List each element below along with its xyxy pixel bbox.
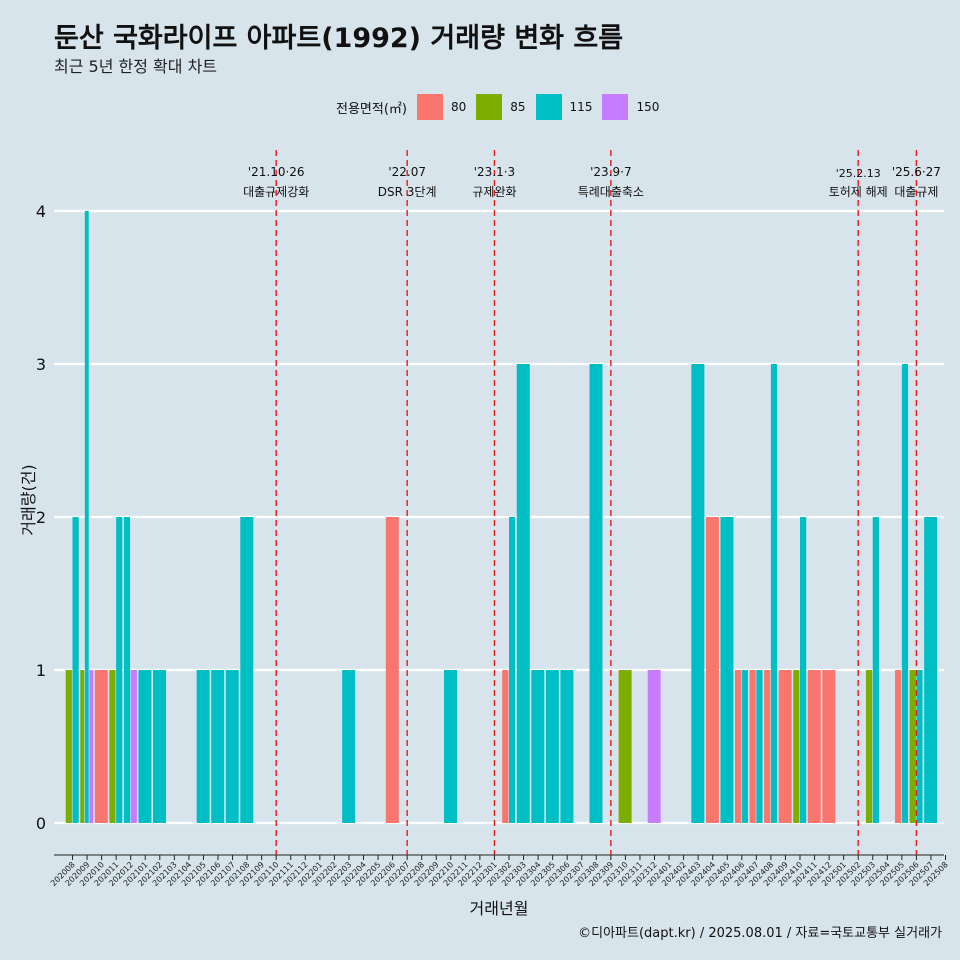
bar-202106-115 bbox=[211, 670, 225, 823]
legend-label-115: 115 bbox=[569, 100, 593, 114]
bar-202505-80 bbox=[895, 670, 902, 823]
legend-item-80: 80 bbox=[416, 94, 467, 120]
legend-label-80: 80 bbox=[450, 100, 467, 114]
bar-202310-85 bbox=[618, 670, 632, 823]
bar-202008-115 bbox=[72, 517, 79, 823]
bar-202408-115 bbox=[770, 364, 778, 823]
bar-202412-80 bbox=[822, 670, 836, 823]
bar-202405-115 bbox=[720, 517, 734, 823]
legend-swatch-115 bbox=[535, 94, 562, 120]
bar-202410-115 bbox=[800, 517, 807, 823]
bar-202406-115 bbox=[741, 670, 748, 823]
event-name-label: 규제완화 bbox=[472, 185, 516, 199]
bar-202010-80 bbox=[94, 670, 108, 823]
bar-202407-80 bbox=[749, 670, 756, 823]
y-tick-label: 1 bbox=[36, 661, 46, 680]
bar-202308-115 bbox=[589, 364, 603, 823]
bar-202505-115 bbox=[901, 364, 909, 823]
bar-202009-85 bbox=[80, 670, 85, 823]
bar-202009-115 bbox=[84, 211, 89, 823]
bar-202206-80 bbox=[385, 517, 399, 823]
y-axis-title: 거래량(건) bbox=[19, 464, 38, 535]
bar-202406-80 bbox=[735, 670, 742, 823]
event-date-label: '25.6·27 bbox=[892, 165, 941, 179]
bar-202403-115 bbox=[691, 364, 705, 823]
bar-202302-80 bbox=[502, 670, 509, 823]
legend-swatch-150 bbox=[602, 94, 629, 120]
bar-202302-115 bbox=[509, 517, 516, 823]
bar-202304-115 bbox=[531, 670, 545, 823]
event-name-label: 토허제 해제 bbox=[829, 185, 888, 199]
event-name-label: 특례대출축소 bbox=[578, 185, 644, 199]
chart-subtitle: 최근 5년 한정 확대 차트 bbox=[54, 57, 218, 76]
bar-202011-85 bbox=[109, 670, 116, 823]
bar-202101-115 bbox=[138, 670, 152, 823]
event-name-label: DSR 3단계 bbox=[378, 185, 437, 199]
y-tick-label: 4 bbox=[36, 202, 46, 221]
bar-202306-115 bbox=[560, 670, 574, 823]
event-date-label: '25.2.13 bbox=[836, 167, 881, 180]
legend-item-150: 150 bbox=[602, 94, 659, 120]
bar-202105-115 bbox=[196, 670, 210, 823]
bar-202506-85 bbox=[909, 670, 916, 823]
bar-202410-85 bbox=[793, 670, 800, 823]
bar-202108-115 bbox=[240, 517, 254, 823]
legend-item-85: 85 bbox=[476, 94, 526, 120]
legend: 전용면적(㎡) 80 85 115 150 bbox=[336, 93, 669, 121]
event-date-label: '22.07 bbox=[388, 165, 426, 179]
chart-title: 둔산 국화라이프 아파트(1992) 거래량 변화 흐름 bbox=[54, 23, 624, 54]
bar-202303-115 bbox=[516, 364, 530, 823]
bar-202203-115 bbox=[342, 670, 356, 823]
legend-label-85: 85 bbox=[510, 100, 526, 114]
legend-swatch-80 bbox=[416, 94, 443, 120]
event-date-label: '21.10·26 bbox=[248, 165, 305, 179]
legend-label-150: 150 bbox=[636, 100, 660, 114]
y-tick-label: 0 bbox=[36, 814, 46, 833]
bar-202503-115 bbox=[872, 517, 879, 823]
bar-202008-85 bbox=[65, 670, 72, 823]
event-name-label: 대출규제 bbox=[894, 185, 938, 199]
bar-202107-115 bbox=[225, 670, 239, 823]
bar-202011-115 bbox=[116, 517, 123, 823]
bar-202210-115 bbox=[444, 670, 457, 823]
bar-202102-115 bbox=[153, 670, 166, 823]
bar-202407-115 bbox=[756, 670, 763, 823]
bar-202012-115 bbox=[123, 517, 131, 823]
legend-title: 전용면적(㎡) bbox=[336, 101, 407, 117]
legend-item-115: 115 bbox=[535, 94, 593, 120]
bar-202411-80 bbox=[807, 670, 821, 823]
legend-swatch-85 bbox=[476, 94, 503, 120]
bar-202404-80 bbox=[705, 517, 719, 823]
bar-202312-150 bbox=[647, 670, 661, 823]
event-date-label: '23.1·3 bbox=[474, 165, 515, 179]
bar-202009-150 bbox=[89, 670, 94, 823]
x-axis-title: 거래년월 bbox=[470, 899, 529, 918]
bar-202503-85 bbox=[865, 670, 873, 823]
event-date-label: '23.9·7 bbox=[590, 165, 631, 179]
bar-202408-80 bbox=[764, 670, 771, 823]
y-tick-label: 2 bbox=[36, 508, 46, 527]
event-name-label: 대출규제강화 bbox=[243, 185, 309, 199]
bar-202409-80 bbox=[778, 670, 792, 823]
bar-202305-115 bbox=[545, 670, 559, 823]
bar-202506-115 bbox=[916, 670, 923, 823]
bar-202012-150 bbox=[130, 670, 137, 823]
source-credit: ©디아파트(dapt.kr) / 2025.08.01 / 자료=국토교통부 실… bbox=[578, 926, 942, 941]
y-tick-label: 3 bbox=[36, 355, 46, 374]
bar-202507-115 bbox=[924, 517, 938, 823]
